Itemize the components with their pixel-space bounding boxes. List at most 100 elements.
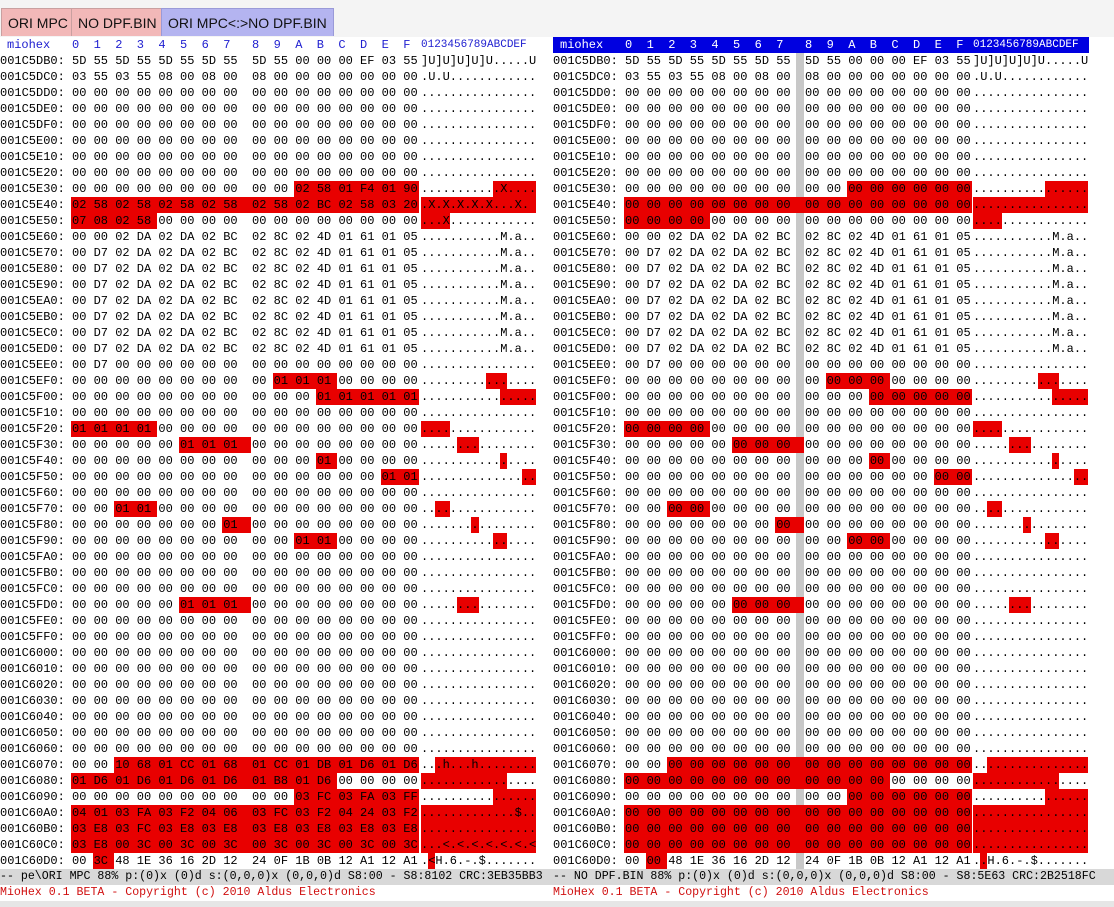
address: 001C5FA0: [0,550,65,564]
ascii-diff-highlight [1066,821,1074,837]
hex-bytes: 00 00 00 00 00 00 00 00 00 00 00 00 00 0… [72,678,418,692]
ascii-diff-highlight [980,821,988,837]
ascii-diff-highlight [507,197,515,213]
diff-highlight [933,389,956,405]
ascii-text: ...........M.a.. [973,310,1089,324]
ascii-diff-highlight [1009,757,1017,773]
diff-highlight [359,181,381,197]
diff-highlight [775,597,804,613]
diff-highlight [933,469,956,485]
ascii-diff-highlight [442,821,450,837]
address: 001C5F80: [0,518,65,532]
ascii-text: ................ [421,406,537,420]
diff-highlight [688,821,711,837]
ascii-diff-highlight [493,837,501,853]
diff-highlight [135,821,158,837]
diff-highlight [337,789,359,805]
ascii-text: ................ [973,726,1089,740]
diff-highlight [868,805,891,821]
ascii-diff-highlight [1059,789,1067,805]
address: 001C6090: [0,790,65,804]
hex-bytes: 00 00 00 00 00 00 00 00 00 00 00 00 00 0… [625,198,971,212]
address: 001C5EF0: [553,374,618,388]
diff-highlight [380,837,403,853]
ascii-diff-highlight [471,197,479,213]
ascii-diff-highlight [1016,773,1024,789]
diff-highlight [955,469,972,485]
column-header: C [338,38,346,52]
hex-bytes: 01 01 01 01 00 00 00 00 00 00 00 00 00 0… [72,422,418,436]
diff-highlight [667,197,689,213]
tab[interactable]: ORI MPC [1,8,75,36]
diff-highlight [933,837,956,853]
ascii-text: ................ [421,582,537,596]
hex-bytes: 00 D7 02 DA 02 DA 02 BC 02 8C 02 4D 01 6… [72,262,418,276]
diff-highlight [847,805,869,821]
hex-bytes: 00 00 00 00 00 00 00 00 00 00 00 00 00 0… [625,438,971,452]
column-header: F [956,38,964,52]
address: 001C60C0: [553,838,618,852]
hex-bytes: 00 00 00 00 00 00 00 00 00 00 00 00 00 0… [72,646,418,660]
ascii-text: ................ [421,614,537,628]
column-header: 3 [136,38,144,52]
address: 001C5F00: [553,390,618,404]
hex-bytes: 00 00 00 00 00 00 00 00 00 00 00 00 00 0… [72,166,418,180]
diff-highlight [135,805,158,821]
column-header: E [381,38,389,52]
tab[interactable]: NO DPF.BIN [71,8,164,36]
ascii-diff-highlight [442,213,450,229]
ascii-diff-highlight [478,837,486,853]
address: 001C5DB0: [553,54,618,68]
diff-highlight [200,837,223,853]
address: 001C6030: [0,694,65,708]
diff-highlight [688,837,711,853]
ascii-diff-highlight [471,821,479,837]
ascii-diff-highlight [1052,181,1060,197]
diff-highlight [868,389,891,405]
hex-bytes: 00 00 00 00 00 00 00 00 00 00 00 00 00 0… [625,390,971,404]
diff-highlight [955,197,972,213]
ascii-diff-highlight [1009,773,1017,789]
ascii-text: ...........M.a.. [421,278,537,292]
tab[interactable]: ORI MPC<:>NO DPF.BIN [161,8,334,36]
ascii-diff-highlight [1037,773,1045,789]
hex-bytes: 00 00 00 00 00 00 00 00 00 00 00 00 00 0… [625,118,971,132]
diff-highlight [710,757,732,773]
ascii-text: ...........M.a.. [421,294,537,308]
ascii-diff-highlight [507,757,515,773]
ascii-diff-highlight [1023,805,1031,821]
ascii-text: ...........M.a.. [421,262,537,276]
ascii-diff-highlight [428,853,436,869]
hex-bytes: 00 00 00 00 00 00 00 00 00 00 00 00 00 0… [625,806,971,820]
ascii-diff-highlight [1016,197,1024,213]
diff-highlight [200,773,223,789]
diff-highlight [645,821,668,837]
ascii-text: ................ [973,534,1089,548]
ascii-diff-highlight [457,773,465,789]
diff-highlight [868,837,891,853]
address: 001C5F20: [553,422,618,436]
address: 001C5DF0: [553,118,618,132]
diff-highlight [157,757,179,773]
column-header: E [934,38,942,52]
diff-highlight [868,453,891,469]
ascii-diff-highlight [529,837,537,853]
ascii-diff-highlight [1023,773,1031,789]
address: 001C5E70: [0,246,65,260]
ascii-diff-highlight [514,821,522,837]
ascii-diff-highlight [1052,805,1060,821]
diff-highlight [380,805,403,821]
ascii-diff-highlight [435,805,443,821]
diff-highlight [402,805,419,821]
ascii-text: ................ [973,790,1089,804]
address: 001C5ED0: [553,342,618,356]
hex-bytes: 00 D7 02 DA 02 DA 02 BC 02 8C 02 4D 01 6… [72,294,418,308]
diff-highlight [688,501,711,517]
diff-highlight [912,837,934,853]
diff-highlight [157,837,179,853]
address: 001C5F30: [553,438,618,452]
ascii-diff-highlight [1073,821,1081,837]
ascii-diff-highlight [421,213,429,229]
ascii-diff-highlight [493,773,501,789]
diff-highlight [200,437,223,453]
